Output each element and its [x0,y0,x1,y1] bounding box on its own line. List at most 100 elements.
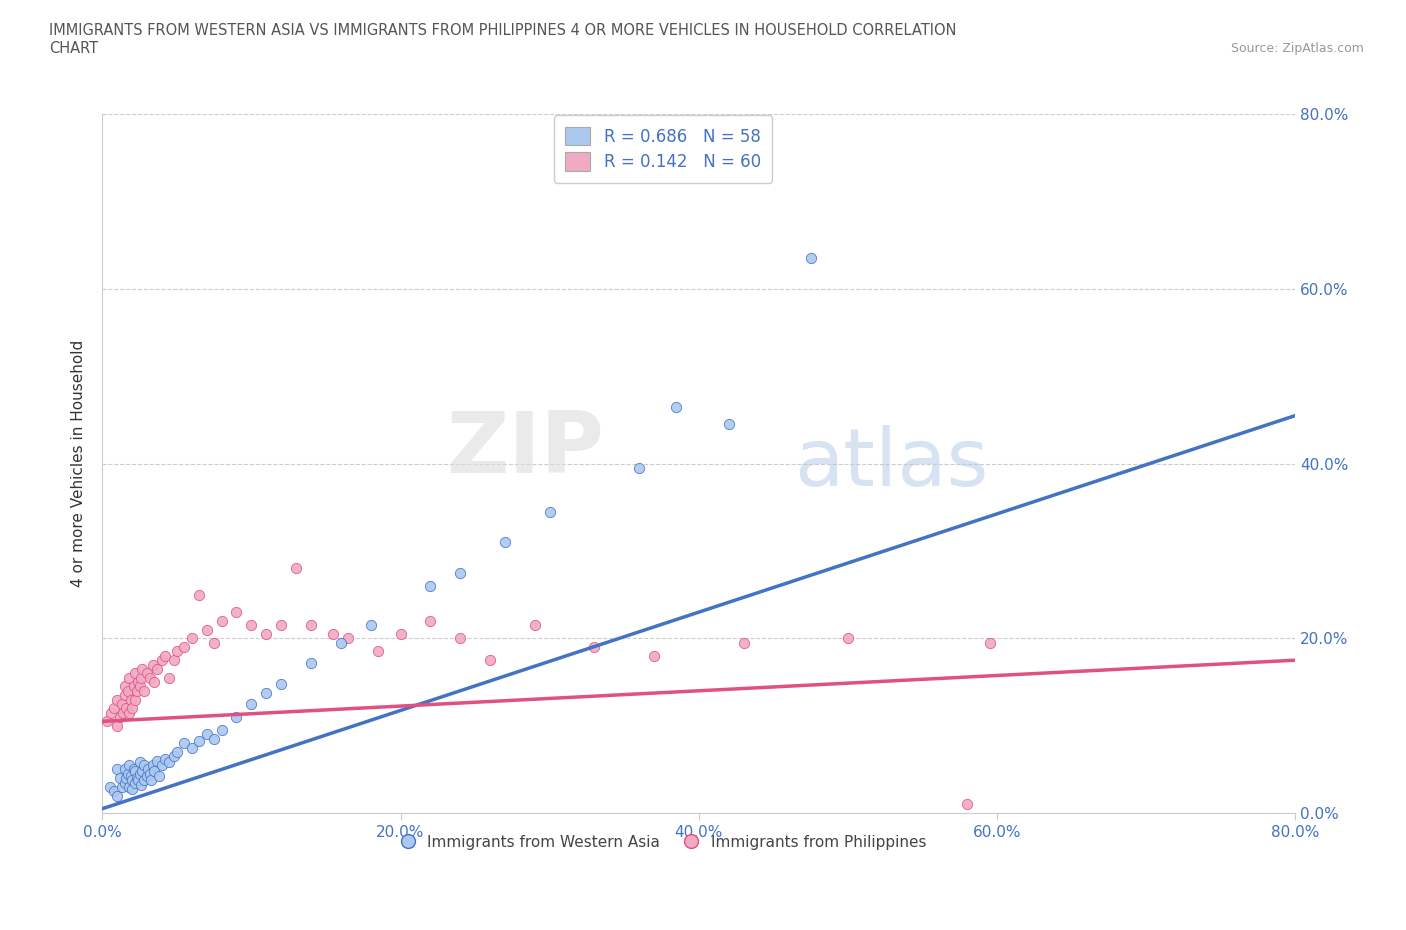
Point [157,755,180,770]
Point [523,618,546,632]
Point [956,797,979,812]
Point [128,766,150,781]
Point [136,769,159,784]
Point [103,701,125,716]
Point [188,734,211,749]
Point [148,769,170,784]
Point [138,762,160,777]
Point [146,661,169,676]
Point [122,762,145,777]
Point [538,504,561,519]
Point [211,723,233,737]
Point [98,779,121,794]
Point [800,251,823,266]
Point [128,755,150,770]
Point [150,758,173,773]
Point [143,764,166,778]
Point [136,666,159,681]
Point [153,648,176,663]
Point [157,671,180,685]
Point [360,618,382,632]
Point [131,764,153,778]
Point [717,417,740,432]
Point [733,635,755,650]
Point [124,775,146,790]
Point [124,764,146,778]
Point [494,535,516,550]
Point [129,671,152,685]
Point [131,661,153,676]
Point [146,753,169,768]
Point [240,618,263,632]
Text: atlas: atlas [794,425,988,502]
Text: IMMIGRANTS FROM WESTERN ASIA VS IMMIGRANTS FROM PHILIPPINES 4 OR MORE VEHICLES I: IMMIGRANTS FROM WESTERN ASIA VS IMMIGRAN… [49,23,956,56]
Point [96,714,118,729]
Legend: Immigrants from Western Asia, Immigrants from Philippines: Immigrants from Western Asia, Immigrants… [392,828,934,858]
Point [121,701,143,716]
Point [211,614,233,629]
Point [449,565,471,580]
Point [120,769,142,784]
Point [195,622,218,637]
Point [132,758,155,773]
Point [115,701,138,716]
Point [180,631,202,645]
Point [367,644,389,658]
Point [419,578,441,593]
Point [643,648,665,663]
Point [141,773,163,788]
Point [105,692,128,707]
Point [225,710,247,724]
Point [121,773,143,788]
Point [124,666,146,681]
Point [124,692,146,707]
Point [125,771,148,786]
Point [108,710,131,724]
Point [270,618,292,632]
Point [128,679,150,694]
Text: ZIP: ZIP [446,408,603,491]
Point [120,692,142,707]
Point [166,644,188,658]
Point [114,775,136,790]
Point [118,779,141,794]
Point [837,631,859,645]
Point [202,635,225,650]
Point [270,676,292,691]
Point [150,653,173,668]
Point [125,684,148,698]
Point [142,658,165,672]
Point [103,784,125,799]
Point [419,614,441,629]
Y-axis label: 4 or more Vehicles in Household: 4 or more Vehicles in Household [72,340,86,587]
Point [173,640,195,655]
Point [628,460,651,475]
Point [114,679,136,694]
Point [166,745,188,760]
Point [299,656,322,671]
Point [329,635,352,650]
Point [132,773,155,788]
Point [254,627,277,642]
Point [110,697,132,711]
Point [479,653,502,668]
Point [118,671,141,685]
Point [129,777,152,792]
Point [139,766,162,781]
Point [163,653,186,668]
Point [108,771,131,786]
Point [254,685,277,700]
Point [114,762,136,777]
Point [127,674,149,689]
Point [163,749,186,764]
Point [195,727,218,742]
Point [173,736,195,751]
Point [139,671,162,685]
Point [337,631,360,645]
Point [121,781,143,796]
Point [202,731,225,746]
Point [389,627,412,642]
Point [127,773,149,788]
Point [979,635,1001,650]
Point [188,587,211,602]
